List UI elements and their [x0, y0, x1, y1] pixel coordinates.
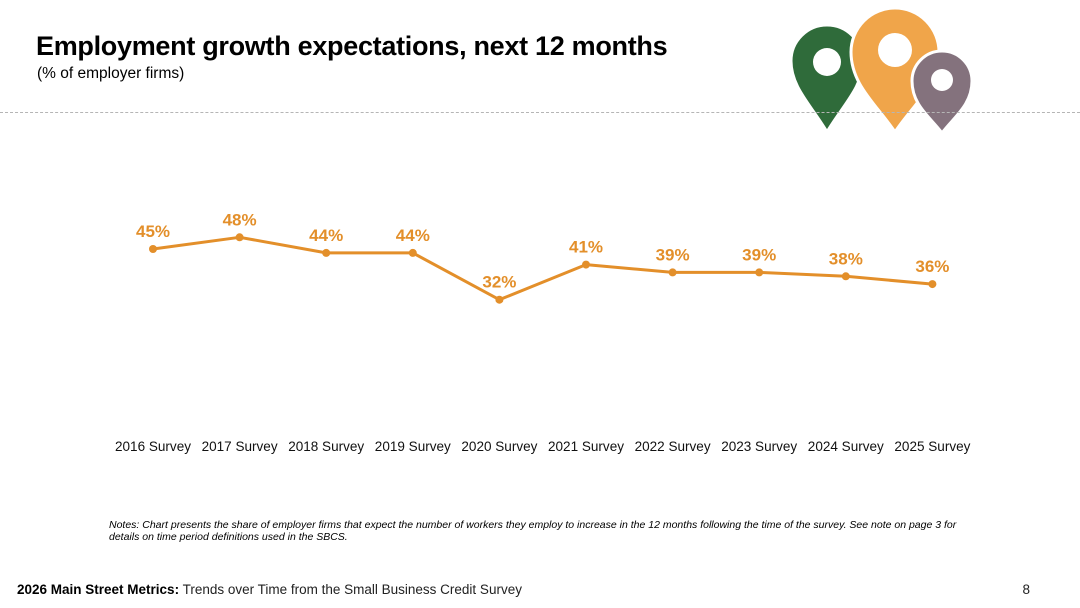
- x-tick-label: 2020 Survey: [461, 438, 537, 454]
- map-pin-purple-icon: [910, 49, 974, 135]
- data-point: [928, 280, 937, 289]
- data-point: [841, 272, 850, 281]
- x-tick-label: 2019 Survey: [375, 438, 451, 454]
- data-label: 39%: [742, 245, 776, 264]
- data-label: 44%: [309, 226, 343, 245]
- x-tick-label: 2023 Survey: [721, 438, 797, 454]
- data-point: [149, 245, 157, 253]
- data-label: 38%: [829, 249, 863, 268]
- data-point: [755, 268, 764, 277]
- chart-notes: Notes: Chart presents the share of emplo…: [109, 519, 957, 543]
- page-number: 8: [1022, 582, 1030, 597]
- x-tick-label: 2017 Survey: [202, 438, 278, 454]
- data-label: 32%: [482, 273, 516, 292]
- header-divider: [0, 112, 1080, 113]
- x-tick-label: 2021 Survey: [548, 438, 624, 454]
- page-title: Employment growth expectations, next 12 …: [36, 31, 668, 61]
- map-pins-logo: [789, 6, 974, 135]
- data-label: 45%: [136, 222, 170, 241]
- data-point: [235, 233, 244, 242]
- data-label: 36%: [915, 257, 949, 276]
- data-point: [408, 248, 417, 257]
- data-point: [322, 248, 331, 257]
- data-label: 44%: [396, 226, 430, 245]
- data-label: 41%: [569, 238, 603, 257]
- data-point: [495, 295, 504, 304]
- data-label: 48%: [223, 210, 257, 229]
- line-chart: 45% 2016 Survey 48% 2017 Survey 44% 2018 Surv…: [115, 210, 970, 454]
- x-tick-label: 2024 Survey: [808, 438, 884, 454]
- x-tick-label: 2018 Survey: [288, 438, 364, 454]
- footer-report-name: 2026 Main Street Metrics:: [17, 582, 180, 597]
- x-tick-label: 2022 Survey: [635, 438, 711, 454]
- x-tick-label: 2016 Survey: [115, 438, 191, 454]
- footer-report-subtitle: Trends over Time from the Small Business…: [179, 582, 522, 597]
- data-point: [582, 260, 590, 269]
- x-tick-label: 2025 Survey: [894, 438, 970, 454]
- data-label: 39%: [656, 245, 690, 264]
- footer: 2026 Main Street Metrics: Trends over Ti…: [17, 582, 522, 597]
- data-point: [668, 268, 677, 277]
- series-line: [152, 235, 933, 302]
- page-subtitle: (% of employer firms): [37, 65, 185, 82]
